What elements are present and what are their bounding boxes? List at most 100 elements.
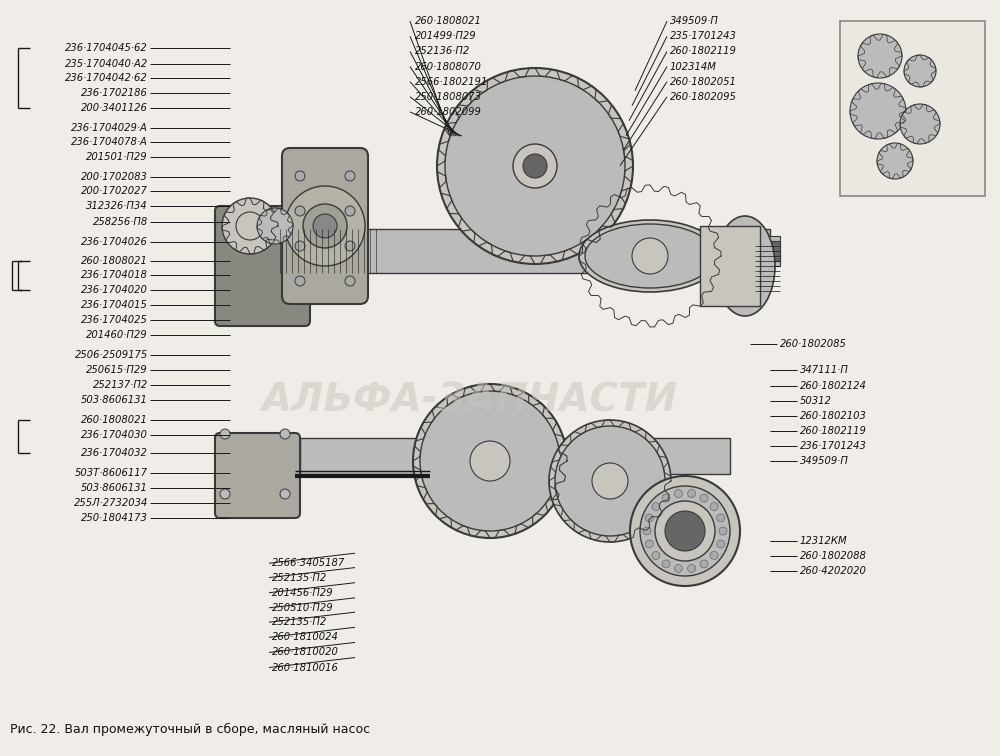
Text: 236·1704032: 236·1704032 [81, 448, 148, 458]
Ellipse shape [717, 514, 725, 522]
Text: 250·1804173: 250·1804173 [81, 513, 148, 523]
Circle shape [665, 511, 705, 551]
Text: 236·1704042·62: 236·1704042·62 [65, 73, 148, 83]
Bar [280, 229, 770, 273]
Text: 260·1808021: 260·1808021 [81, 256, 148, 266]
Text: 236·1704029·A: 236·1704029·A [71, 122, 148, 133]
Ellipse shape [719, 527, 727, 535]
Bar [700, 236, 780, 266]
Text: 2506·2509175: 2506·2509175 [75, 350, 148, 361]
Ellipse shape [688, 565, 696, 572]
Text: 349509·П: 349509·П [800, 456, 849, 466]
Ellipse shape [674, 565, 682, 572]
Ellipse shape [662, 494, 670, 502]
Text: 236·1702186: 236·1702186 [81, 88, 148, 98]
Text: Рис. 22. Вал промежуточный в сборе, масляный насос: Рис. 22. Вал промежуточный в сборе, масл… [10, 723, 370, 736]
Circle shape [222, 198, 278, 254]
Text: 50312: 50312 [800, 395, 832, 406]
Text: 260·1802119: 260·1802119 [670, 46, 737, 57]
FancyBboxPatch shape [215, 206, 310, 326]
Text: 102314М: 102314М [670, 61, 717, 72]
Text: 503Т·8606117: 503Т·8606117 [75, 467, 148, 478]
Text: 236·1704026: 236·1704026 [81, 237, 148, 247]
Text: 236·1701243: 236·1701243 [800, 441, 867, 451]
Circle shape [295, 241, 305, 251]
Ellipse shape [700, 560, 708, 568]
Text: 260·1810024: 260·1810024 [272, 632, 339, 643]
Text: 236·1704045·62: 236·1704045·62 [65, 43, 148, 54]
Circle shape [257, 208, 293, 244]
Circle shape [280, 489, 290, 499]
Text: 260·1802085: 260·1802085 [780, 339, 847, 349]
FancyBboxPatch shape [282, 148, 368, 304]
Circle shape [303, 204, 347, 248]
Circle shape [437, 68, 633, 264]
Ellipse shape [652, 551, 660, 559]
Circle shape [555, 426, 665, 536]
Text: 260·1802051: 260·1802051 [670, 76, 737, 87]
Text: 250·1808073: 250·1808073 [415, 91, 482, 102]
Text: 201456·П29: 201456·П29 [272, 587, 334, 598]
Text: 252137·П2: 252137·П2 [93, 380, 148, 390]
Text: 349509·П: 349509·П [670, 16, 719, 26]
Ellipse shape [717, 540, 725, 548]
Circle shape [632, 238, 668, 274]
FancyBboxPatch shape [215, 433, 300, 518]
Text: 260·1808070: 260·1808070 [415, 61, 482, 72]
Circle shape [877, 143, 913, 179]
Ellipse shape [715, 216, 775, 316]
Circle shape [220, 429, 230, 439]
Text: 200·3401126: 200·3401126 [81, 103, 148, 113]
Ellipse shape [662, 560, 670, 568]
Ellipse shape [579, 220, 721, 292]
Text: 12312КМ: 12312КМ [800, 535, 848, 546]
Circle shape [236, 212, 264, 240]
Text: 236·1704025: 236·1704025 [81, 314, 148, 325]
Circle shape [904, 55, 936, 87]
Ellipse shape [674, 490, 682, 497]
Circle shape [630, 476, 740, 586]
Text: 201501·П29: 201501·П29 [86, 152, 148, 163]
Ellipse shape [585, 224, 715, 288]
Text: 260·1808021: 260·1808021 [81, 415, 148, 426]
Text: 236·1704030: 236·1704030 [81, 429, 148, 440]
Circle shape [295, 276, 305, 286]
Text: 252135·П2: 252135·П2 [272, 617, 327, 627]
Text: 2566·1802191: 2566·1802191 [415, 76, 488, 87]
Circle shape [295, 206, 305, 216]
Circle shape [420, 391, 560, 531]
Circle shape [850, 83, 906, 139]
Circle shape [220, 489, 230, 499]
Text: 201460·П29: 201460·П29 [86, 330, 148, 340]
Circle shape [592, 463, 628, 499]
Text: 200·1702027: 200·1702027 [81, 186, 148, 197]
Circle shape [285, 186, 365, 266]
Text: 347111·П: 347111·П [800, 365, 849, 376]
Text: 236·1704078·A: 236·1704078·A [71, 137, 148, 147]
Circle shape [445, 76, 625, 256]
Text: 236·1704015: 236·1704015 [81, 299, 148, 310]
Text: 252135·П2: 252135·П2 [272, 572, 327, 583]
Text: 503·8606131: 503·8606131 [81, 482, 148, 493]
Text: 201499·П29: 201499·П29 [415, 31, 477, 42]
Text: 260·4202020: 260·4202020 [800, 565, 867, 576]
Ellipse shape [652, 503, 660, 510]
Circle shape [345, 206, 355, 216]
Text: 260·1802103: 260·1802103 [800, 411, 867, 421]
Text: 2566·3405187: 2566·3405187 [272, 558, 345, 569]
Text: 260·1810020: 260·1810020 [272, 647, 339, 658]
Ellipse shape [645, 514, 653, 522]
Bar [730, 241, 780, 261]
Text: 260·1808021: 260·1808021 [415, 16, 482, 26]
Text: 252136·П2: 252136·П2 [415, 46, 470, 57]
Text: 255Л·2732034: 255Л·2732034 [74, 497, 148, 508]
Circle shape [295, 171, 305, 181]
Circle shape [640, 486, 730, 576]
Text: 200·1702083: 200·1702083 [81, 172, 148, 182]
Circle shape [470, 441, 510, 481]
Ellipse shape [688, 490, 696, 497]
Text: АЛЬФА-ЗАПЧАСТИ: АЛЬФА-ЗАПЧАСТИ [262, 382, 678, 420]
Ellipse shape [710, 503, 718, 510]
Text: 235·1704040·A2: 235·1704040·A2 [65, 58, 148, 69]
Text: 260·1802099: 260·1802099 [415, 107, 482, 117]
